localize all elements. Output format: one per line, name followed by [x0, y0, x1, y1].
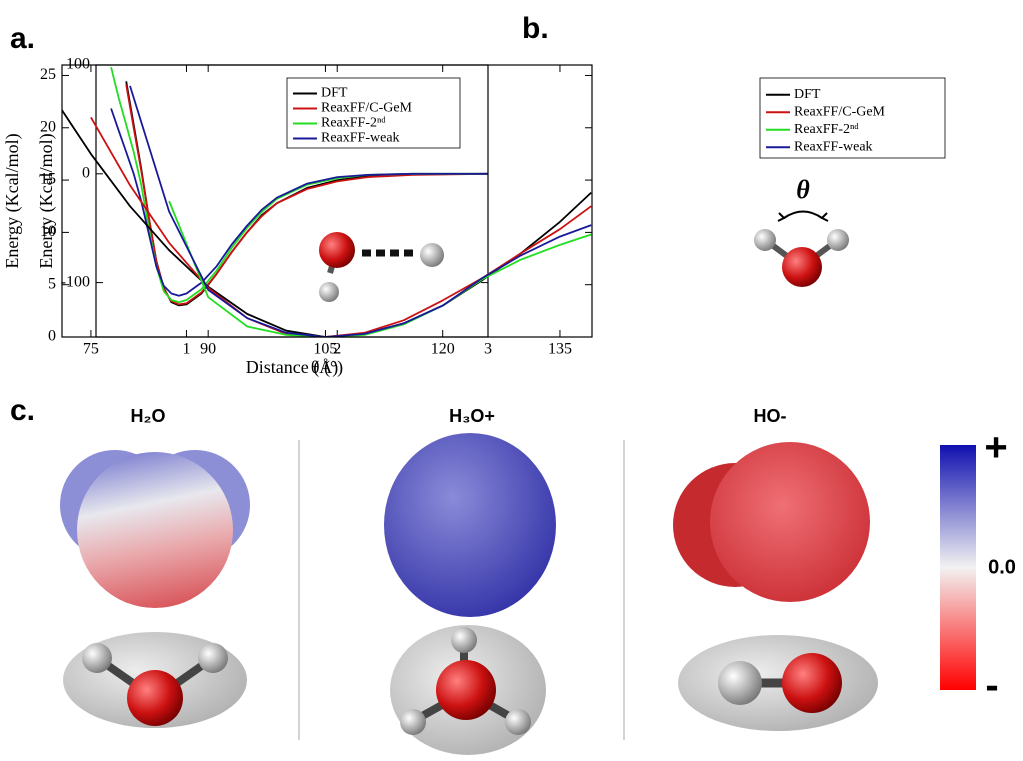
series-line [90, 116, 592, 337]
legend-label: ReaxFF-2ⁿᵈ [321, 116, 386, 131]
legend-label: ReaxFF/C-GeM [321, 101, 413, 116]
x-axis-title: Distance (Å) [246, 357, 338, 378]
y-tick-label: 15 [40, 171, 56, 188]
x-tick-label: 105 [313, 341, 337, 358]
molecule-name: H₂O [131, 406, 166, 426]
x-tick-label: 1 [182, 341, 190, 358]
series-line [168, 200, 592, 337]
surface-ho [673, 442, 870, 602]
molecule-ho [678, 635, 878, 731]
plot-frame [61, 64, 593, 338]
colorbar-label: + [984, 426, 1007, 470]
x-tick-label: 3 [484, 341, 492, 358]
colorbar-label: 0.0 [988, 556, 1016, 578]
surface-h3o [384, 433, 556, 617]
series-line [110, 66, 488, 304]
molecule-h2o [63, 632, 247, 728]
legend-label: ReaxFF-weak [794, 139, 873, 154]
x-axis-title: θ (°) [311, 357, 343, 378]
molecule-h3o [390, 625, 546, 755]
molecule-icon [754, 210, 849, 287]
y-tick-label: 10 [40, 223, 56, 240]
series-line [110, 108, 488, 297]
molecule-name: HO- [754, 406, 787, 426]
molecule-name: H₃O+ [449, 406, 495, 426]
legend-label: DFT [321, 86, 348, 101]
legend-label: ReaxFF/C-GeM [794, 104, 886, 119]
y-tick-label: 20 [40, 118, 56, 135]
colorbar-label: - [985, 664, 998, 708]
legend-label: ReaxFF-weak [321, 131, 400, 146]
molecule-icon [319, 232, 444, 302]
y-tick-label: 5 [48, 275, 56, 292]
panel-label: b. [522, 12, 549, 45]
plot-lines [62, 85, 592, 337]
series-line [125, 84, 488, 306]
panel-label: c. [10, 394, 35, 427]
y-axis-title: Energy (Kcal/mol) [2, 133, 23, 268]
y-tick-label: -100 [61, 273, 90, 290]
legend-label: DFT [794, 87, 821, 102]
y-tick-label: 100 [66, 56, 90, 73]
series-line [129, 85, 592, 337]
x-tick-label: 75 [83, 341, 99, 358]
x-tick-label: 135 [548, 341, 572, 358]
colorbar [940, 445, 976, 690]
y-tick-label: 0 [82, 164, 90, 181]
panel-label: a. [10, 22, 35, 55]
annotation: θ [796, 175, 810, 204]
surface-h2o [60, 450, 250, 608]
y-tick-label: 0 [48, 328, 56, 345]
y-tick-label: 25 [40, 66, 56, 83]
x-tick-label: 120 [431, 341, 455, 358]
legend-box [286, 77, 461, 149]
legend-label: ReaxFF-2ⁿᵈ [794, 122, 859, 137]
x-tick-label: 2 [333, 341, 341, 358]
plot-lines [110, 66, 488, 307]
legend-box [759, 77, 946, 159]
y-axis-title: Energy (Kcal/mol) [36, 133, 57, 268]
x-tick-label: 90 [200, 341, 216, 358]
